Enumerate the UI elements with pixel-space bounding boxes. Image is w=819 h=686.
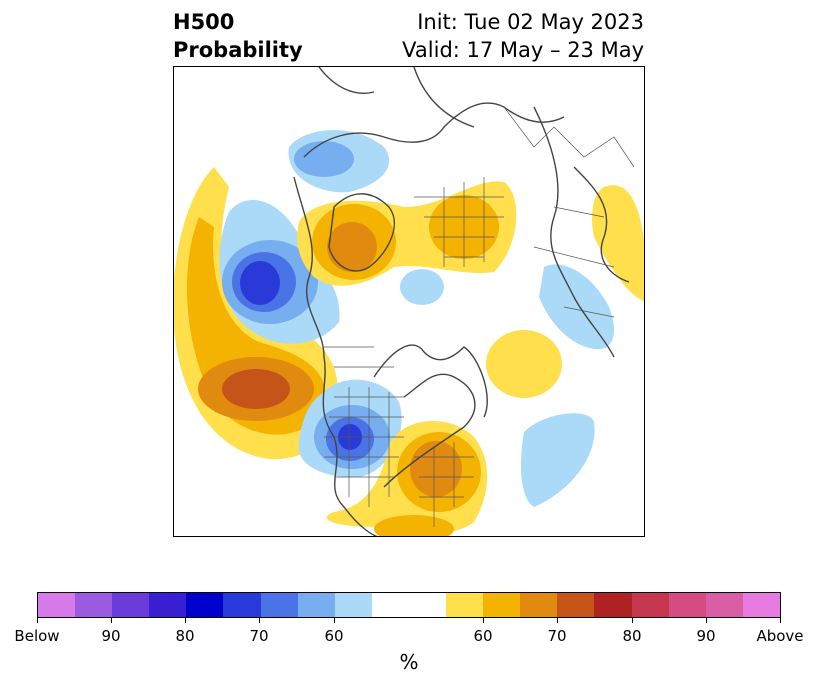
colorbar-swatch	[631, 593, 669, 617]
colorbar-swatch	[371, 593, 409, 617]
valid-range: Valid: 17 May – 23 May	[402, 38, 644, 62]
russia-below	[539, 264, 614, 350]
colorbar-tick	[184, 618, 186, 623]
colorbar-swatch	[334, 593, 372, 617]
colorbar-swatch	[557, 593, 595, 617]
borders	[324, 106, 635, 527]
atlantic-below	[521, 413, 595, 507]
colorbar-tick	[258, 618, 260, 623]
colorbar-swatch	[446, 593, 484, 617]
colorbar-tick-label: 90	[101, 627, 121, 645]
colorbar-tick-label: 90	[696, 627, 716, 645]
colorbar-swatch	[594, 593, 632, 617]
colorbar	[37, 592, 781, 618]
colorbar-tick	[705, 618, 707, 623]
colorbar-tick-label: 60	[324, 627, 344, 645]
colorbar-swatch	[112, 593, 150, 617]
east-asia-above	[592, 185, 644, 302]
colorbar-tick	[482, 618, 484, 623]
colorbar-tick-label: 70	[249, 627, 269, 645]
variable-label: H500	[173, 10, 235, 34]
colorbar-tick-label: 70	[547, 627, 567, 645]
colorbar-swatch	[260, 593, 298, 617]
colorbar-tick-label: 60	[473, 627, 493, 645]
colorbar-tick-label: 80	[175, 627, 195, 645]
colorbar-tick	[333, 618, 335, 623]
colorbar-swatch	[223, 593, 261, 617]
colorbar-swatch	[408, 593, 447, 617]
colorbar-tick	[779, 618, 781, 623]
colorbar-swatch	[520, 593, 558, 617]
colorbar-swatch	[75, 593, 113, 617]
colorbar-swatch	[742, 593, 780, 617]
coastlines	[293, 67, 630, 536]
colorbar-swatch	[705, 593, 743, 617]
map-graphic	[174, 67, 644, 536]
colorbar-tick	[110, 618, 112, 623]
colorbar-tick	[631, 618, 633, 623]
colorbar-swatch	[186, 593, 224, 617]
atlantic-above	[486, 330, 562, 398]
colorbar-tick	[36, 618, 38, 623]
date-info: Init: Tue 02 May 2023 Valid: 17 May – 23…	[402, 8, 644, 64]
colorbar-swatch	[297, 593, 335, 617]
init-date: Init: Tue 02 May 2023	[417, 10, 644, 34]
colorbar-swatch	[483, 593, 521, 617]
colorbar-unit: %	[399, 650, 419, 674]
chart-title: H500 Probability	[173, 8, 303, 64]
probability-map	[173, 66, 645, 537]
colorbar-tick	[556, 618, 558, 623]
colorbar-swatch	[38, 593, 76, 617]
colorbar-tick-label: Above	[756, 627, 804, 645]
colorbar-tick-label: 80	[622, 627, 642, 645]
product-label: Probability	[173, 38, 303, 62]
colorbar-tick-label: Below	[14, 627, 60, 645]
colorbar-swatch	[668, 593, 706, 617]
colorbar-swatch	[149, 593, 187, 617]
